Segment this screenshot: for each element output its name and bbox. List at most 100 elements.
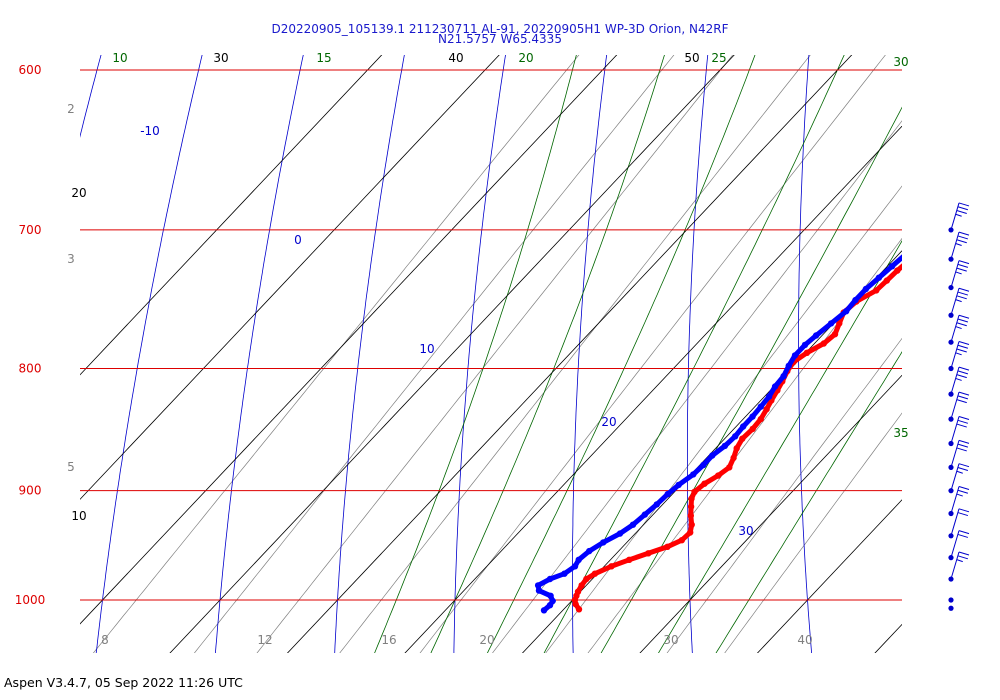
temperature-point [591, 570, 599, 577]
dewpoint-point [785, 362, 792, 370]
wind-barb-staff [950, 288, 960, 316]
wind-barb-flag [956, 239, 967, 244]
moist-adiabat-line [600, 106, 902, 653]
dewpoint-point [765, 393, 773, 400]
wind-barb-staff [950, 232, 960, 260]
dewpoint-point [771, 383, 779, 390]
moist-adiabat-line [487, 55, 756, 653]
wind-barb-half-flag [956, 470, 963, 474]
dewpoint-point [675, 481, 682, 489]
temperature-point [733, 445, 740, 452]
temperature-point [894, 267, 901, 274]
dewpoint-point [902, 252, 908, 258]
dewpoint-point [757, 403, 764, 410]
dewpoint-point [862, 285, 870, 293]
wind-barb-flag [958, 260, 970, 265]
isotherm-line [80, 55, 383, 376]
moist-adiabat-line [658, 240, 902, 653]
dewpoint-point [575, 556, 582, 563]
wind-barb-flag [957, 555, 969, 560]
wind-barb-staff [950, 463, 960, 491]
mixing-ratio-label: 5 [67, 460, 75, 474]
mixing-ratio-label: 8 [101, 633, 109, 647]
wind-barb-flag [957, 512, 969, 517]
isotherm-line [286, 55, 853, 653]
wind-barb-flag [956, 210, 967, 214]
mixing-ratio-lines [92, 55, 902, 653]
mixing-ratio-line [587, 237, 902, 653]
chart-title: D20220905_105139.1 211230711 AL-91, 2022… [271, 22, 729, 36]
dewpoint-point [791, 352, 799, 359]
isotherm-lines [80, 17, 1000, 670]
dry-adiabat-lines [80, 17, 933, 670]
isotherm-line [80, 55, 500, 500]
moist-adiabat-line [543, 55, 845, 653]
wind-barb-half-flag [956, 559, 963, 563]
dry-adiabat-line [798, 55, 812, 653]
wind-barb-staff [950, 391, 960, 420]
isotherm-label: 50 [684, 51, 699, 65]
dewpoint-point [843, 308, 850, 315]
wind-barb-half-flag [956, 493, 963, 497]
temperature-point [749, 425, 756, 433]
wind-barb-flag [957, 263, 969, 268]
moist-adiabat-label: 35 [893, 426, 908, 440]
temperature-point [687, 503, 695, 510]
dewpoint-point [561, 570, 568, 577]
dewpoint-point [571, 563, 579, 570]
dry-adiabat-line [453, 55, 506, 653]
isotherm-line [521, 250, 902, 653]
wind-barb-flag [958, 231, 970, 236]
temperature-point [688, 521, 695, 528]
dry-adiabat-label: 20 [601, 415, 616, 429]
wind-barb-flag [957, 370, 969, 375]
dewpoint-point [732, 433, 739, 440]
wind-barb-half-flag [955, 271, 962, 275]
dewpoint-point [547, 592, 554, 599]
isotherm-label: 30 [213, 51, 228, 65]
wind-barb-staff [950, 341, 960, 369]
wind-barb-flag [956, 423, 967, 428]
temperature-point [645, 550, 652, 557]
temperature-point [687, 512, 694, 519]
dewpoint-point [549, 597, 556, 605]
pressure-label: 800 [19, 361, 42, 375]
dry-adiabat-line [80, 55, 102, 138]
wind-barb-flag [956, 267, 967, 272]
wind-barb-flag [958, 416, 970, 420]
mixing-ratio-label: 2 [67, 102, 75, 116]
mixing-ratio-label: 3 [67, 252, 75, 266]
dewpoint-point [780, 373, 787, 380]
pressure-label: 900 [19, 484, 42, 498]
dry-adiabat-line [215, 55, 304, 653]
temperature-point [626, 556, 633, 563]
dewpoint-point [600, 539, 607, 546]
temperature-point [960, 219, 966, 225]
dewpoint-point [801, 341, 809, 349]
temperature-point [687, 529, 694, 536]
dewpoint-point [534, 582, 542, 589]
temperature-point [873, 287, 880, 294]
moist-adiabat-label: 10 [112, 51, 127, 65]
temperature-point [688, 495, 695, 502]
wind-barb-staff [950, 508, 960, 536]
temperature-point [575, 606, 583, 613]
wind-barb-flag [958, 486, 970, 490]
dewpoint-point [690, 471, 697, 478]
wind-barb-base [948, 605, 954, 611]
wind-barb-flag [957, 318, 969, 323]
wind-barb-flag [957, 235, 969, 240]
wind-barb-flag [956, 348, 967, 353]
wind-barb-staff [950, 551, 960, 580]
dry-adiabat-line [906, 17, 933, 670]
mixing-ratio-line [545, 185, 902, 653]
pressure-label: 700 [19, 223, 42, 237]
wind-barb-staff [950, 366, 960, 395]
temperature-point [883, 277, 890, 284]
wind-barb-staff [950, 416, 960, 444]
isotherm-line [976, 17, 1000, 670]
temperature-point [763, 406, 770, 413]
wind-barb-flag [958, 314, 970, 319]
